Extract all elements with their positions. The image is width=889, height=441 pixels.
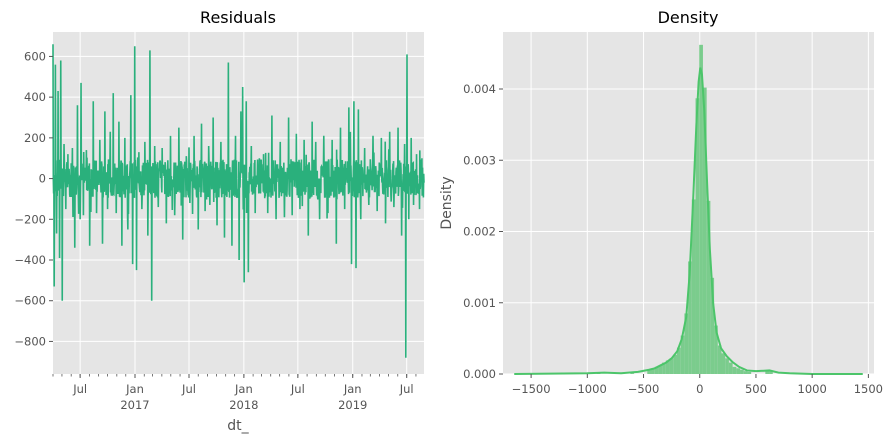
density-histogram xyxy=(596,44,773,374)
density-bar xyxy=(717,345,722,374)
density-bar xyxy=(702,87,707,374)
density-bar xyxy=(673,354,677,374)
residuals-series xyxy=(52,44,425,358)
density-bar xyxy=(630,373,635,374)
density-title: Density xyxy=(658,8,719,27)
density-axes: 0.000 0.001 0.002 0.003 0.004 −1500 −1000 −500… xyxy=(439,8,883,396)
density-bar xyxy=(665,360,670,374)
density-y-ticks: 0.000 0.001 0.002 0.003 0.004 xyxy=(463,82,503,381)
residuals-x-label: dt_ xyxy=(227,418,249,434)
density-bar xyxy=(747,371,752,374)
density-x-tick-label: −1000 xyxy=(568,382,607,396)
residuals-x-tick-label: Jul xyxy=(290,382,305,396)
density-bar xyxy=(669,358,674,374)
density-bar xyxy=(680,335,685,374)
density-x-ticks: −1500 −1000 −500 0 500 1000 1500 xyxy=(512,374,883,396)
residuals-y-tick-label: 600 xyxy=(24,49,46,63)
density-bar xyxy=(662,362,666,374)
residuals-x-tick-year: 2019 xyxy=(338,398,367,412)
density-bar xyxy=(743,371,748,374)
density-gridlines xyxy=(503,32,874,375)
density-bar xyxy=(765,370,770,374)
density-x-tick-label: 1000 xyxy=(798,382,827,396)
residuals-line xyxy=(52,44,425,358)
residuals-y-ticks: −800 −600 −400 −200 0 200 400 600 xyxy=(14,49,53,348)
residuals-y-tick-label: −200 xyxy=(14,212,46,226)
density-x-tick-label: −1500 xyxy=(512,382,551,396)
density-y-tick-label: 0.000 xyxy=(463,367,496,381)
residuals-x-tick-label: Jan xyxy=(125,382,144,396)
density-x-tick-label: 500 xyxy=(745,382,767,396)
density-bar xyxy=(721,353,726,374)
density-bar xyxy=(691,199,696,374)
density-bar xyxy=(654,366,659,374)
density-kde-series xyxy=(514,67,863,375)
density-bar xyxy=(658,365,663,374)
residuals-y-tick-label: 0 xyxy=(39,172,46,186)
density-bar xyxy=(706,200,711,374)
residuals-x-tick-label: Jul xyxy=(399,382,414,396)
residuals-x-ticks: Jul Jan 2017 Jul Jan 2018 Jul Jan 2019 Jul xyxy=(52,374,417,412)
density-bar xyxy=(710,277,715,374)
density-y-tick-label: 0.003 xyxy=(463,153,496,167)
density-y-tick-label: 0.001 xyxy=(463,296,496,310)
residuals-x-tick-label: Jul xyxy=(181,382,196,396)
density-bar xyxy=(769,371,773,374)
residuals-x-tick-label: Jul xyxy=(72,382,87,396)
density-bar xyxy=(714,325,718,374)
residuals-y-tick-label: 200 xyxy=(24,131,46,145)
residuals-x-tick-label: Jan xyxy=(343,382,362,396)
residuals-y-tick-label: −600 xyxy=(14,294,46,308)
density-y-label: Density xyxy=(439,176,455,229)
density-bar xyxy=(688,261,692,374)
density-y-tick-label: 0.004 xyxy=(463,82,496,96)
residuals-x-tick-year: 2018 xyxy=(229,398,258,412)
density-bar xyxy=(699,44,703,374)
density-bar xyxy=(728,362,733,374)
density-bar xyxy=(725,358,729,374)
residuals-x-tick-label: Jan xyxy=(234,382,253,396)
density-bar xyxy=(684,313,689,374)
residuals-y-tick-label: −800 xyxy=(14,334,46,348)
density-bar xyxy=(740,369,744,374)
density-bar xyxy=(695,98,700,374)
residuals-y-tick-label: 400 xyxy=(24,90,46,104)
density-y-tick-label: 0.002 xyxy=(463,225,496,239)
density-x-tick-label: −500 xyxy=(628,382,660,396)
density-x-tick-label: 1500 xyxy=(854,382,883,396)
density-kde-line xyxy=(514,67,863,375)
density-bar xyxy=(732,366,737,374)
residuals-y-tick-label: −400 xyxy=(14,253,46,267)
density-bar xyxy=(676,347,681,374)
density-x-tick-label: 0 xyxy=(696,382,703,396)
residuals-x-tick-year: 2017 xyxy=(120,398,149,412)
density-bar xyxy=(651,369,655,374)
density-bar xyxy=(736,368,741,374)
density-bar xyxy=(647,370,652,374)
residuals-title: Residuals xyxy=(200,8,276,27)
